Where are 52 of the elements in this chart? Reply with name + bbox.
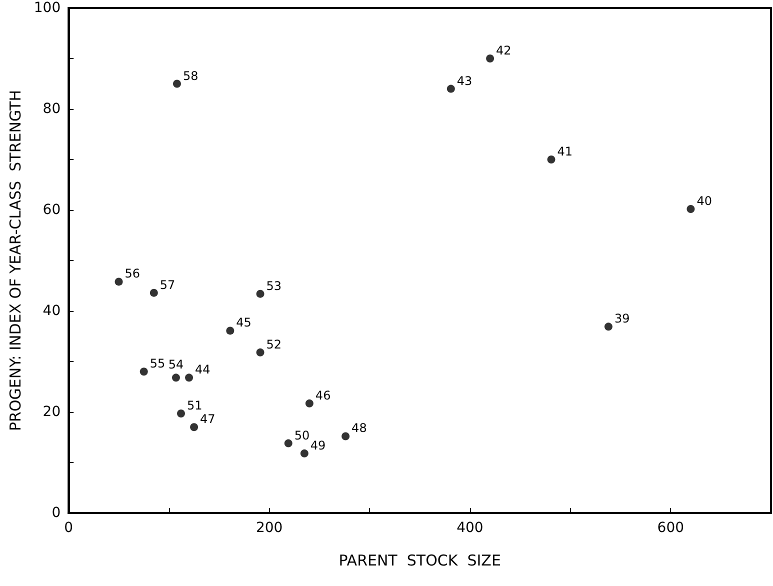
annotation: 39 bbox=[614, 312, 630, 326]
annotation: 54 bbox=[168, 358, 184, 372]
point bbox=[486, 54, 494, 62]
point bbox=[226, 326, 234, 335]
annotation: 49 bbox=[310, 438, 326, 452]
annotation: 50 bbox=[294, 428, 310, 442]
point bbox=[446, 84, 455, 93]
y-tick-label: 0 bbox=[52, 505, 61, 521]
y-tick-label: 40 bbox=[42, 303, 61, 319]
annotation: 51 bbox=[187, 398, 202, 413]
annotation: 43 bbox=[456, 74, 472, 88]
y-axis-title: PROGENY: INDEX OF YEAR-CLASS STRENGTH bbox=[6, 90, 24, 431]
point bbox=[305, 399, 314, 408]
x-tick-label: 400 bbox=[456, 520, 484, 536]
y-tick-label: 20 bbox=[42, 404, 61, 420]
point bbox=[686, 204, 695, 213]
point bbox=[114, 278, 123, 286]
point bbox=[284, 439, 292, 448]
annotation: 46 bbox=[315, 388, 331, 402]
annotation: 42 bbox=[496, 44, 512, 58]
annotation: 52 bbox=[266, 337, 282, 352]
annotation: 55 bbox=[150, 356, 166, 371]
point bbox=[342, 432, 350, 440]
point bbox=[140, 368, 148, 376]
annotation: 45 bbox=[236, 316, 252, 330]
x-axis-title: PARENT STOCK SIZE bbox=[338, 552, 501, 570]
point bbox=[604, 322, 612, 331]
y-tick-label: 60 bbox=[42, 202, 61, 218]
x-tick-label: 600 bbox=[657, 520, 684, 536]
annotation: 58 bbox=[182, 68, 198, 83]
point bbox=[256, 348, 264, 356]
annotation: 57 bbox=[160, 278, 176, 292]
annotation: 47 bbox=[200, 412, 216, 426]
annotation: 53 bbox=[266, 278, 282, 293]
point bbox=[172, 80, 181, 88]
point bbox=[256, 290, 264, 298]
x-tick-label: 200 bbox=[256, 520, 283, 536]
point bbox=[150, 288, 158, 297]
annotation: 48 bbox=[352, 421, 367, 436]
y-tick-label: 100 bbox=[34, 0, 61, 16]
point bbox=[190, 423, 198, 432]
y-tick-label: 80 bbox=[42, 101, 61, 117]
point bbox=[547, 156, 556, 164]
point bbox=[185, 374, 194, 382]
annotation: 56 bbox=[124, 266, 140, 281]
annotation: 41 bbox=[557, 144, 573, 158]
point bbox=[300, 449, 308, 458]
annotation: 40 bbox=[696, 194, 712, 208]
x-tick-label: 0 bbox=[64, 520, 74, 536]
point bbox=[172, 374, 180, 382]
annotation: 44 bbox=[195, 362, 210, 377]
point bbox=[177, 410, 185, 418]
